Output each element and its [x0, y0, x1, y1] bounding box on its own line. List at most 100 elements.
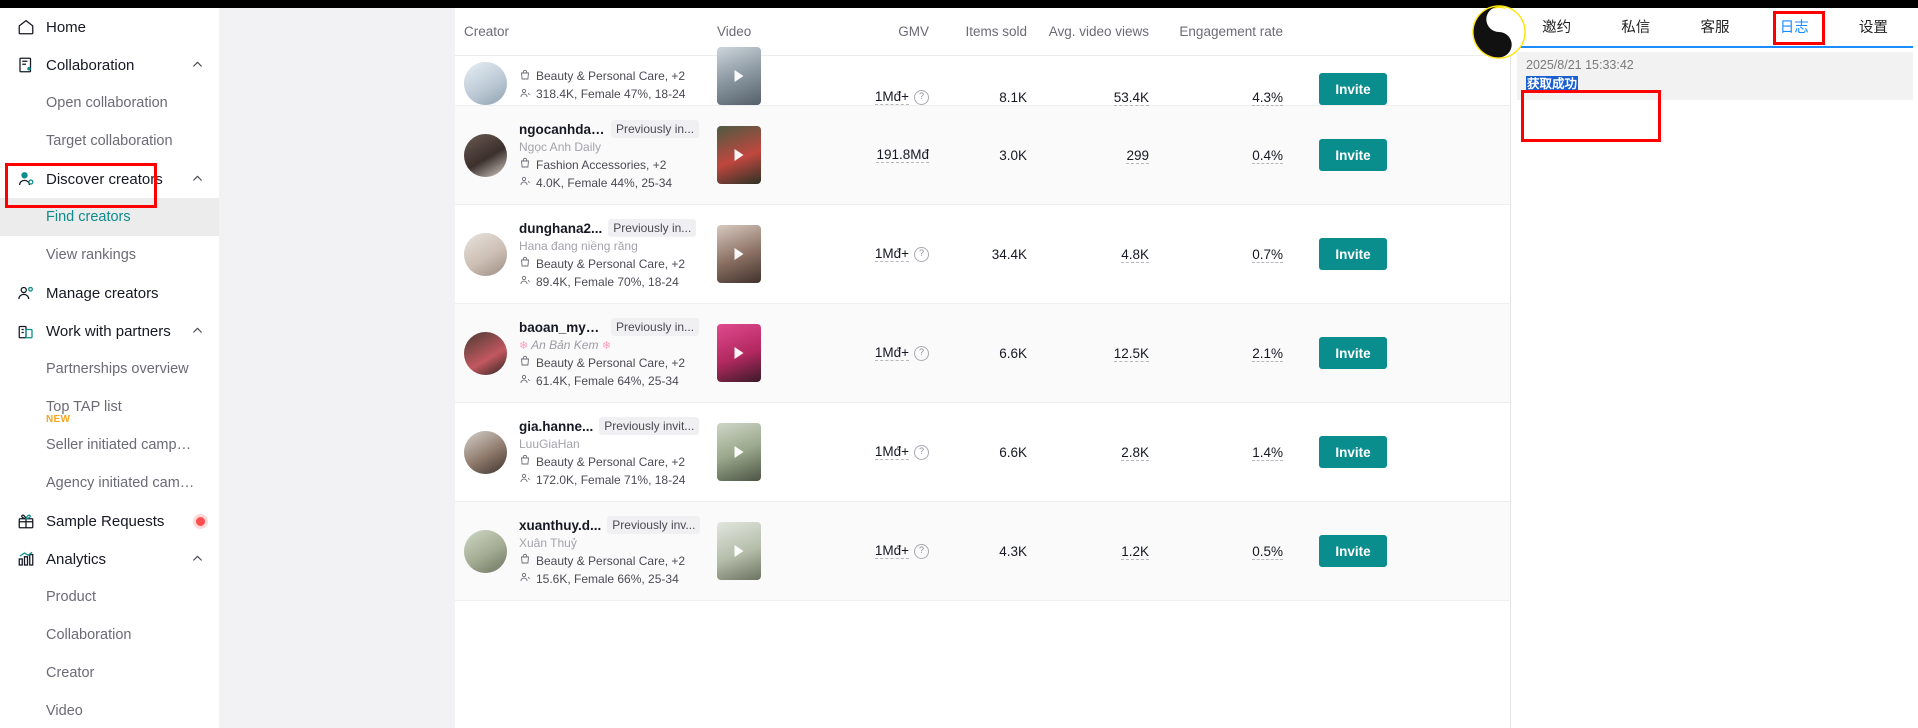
sidebar-subitem-view-rankings[interactable]: View rankings [0, 236, 219, 274]
sidebar-item-discover-creators[interactable]: Discover creators [0, 160, 219, 198]
people-icon [519, 274, 531, 289]
creator-name[interactable]: ngocanhdai... [519, 121, 605, 137]
video-cell[interactable] [717, 126, 821, 184]
invite-button[interactable]: Invite [1319, 139, 1387, 171]
column-header-engagement-rate[interactable]: Engagement rate [1179, 24, 1283, 39]
sidebar-subitem-seller-initiated-campaig[interactable]: Seller initiated campaig... [0, 426, 219, 464]
creator-cell: ngocanhdai... Previously in... Ngọc Anh Da… [455, 120, 717, 190]
creator-table: Creator Video GMV Items sold Avg. video … [455, 8, 1510, 728]
video-cell[interactable] [717, 423, 821, 481]
sidebar-subitem-creator[interactable]: Creator [0, 654, 219, 692]
sidebar-item-label: Manage creators [46, 284, 159, 302]
table-row[interactable]: ngocanhdai... Previously in... Ngọc Anh Da… [455, 106, 1510, 205]
video-thumbnail[interactable] [717, 423, 761, 481]
avatar[interactable] [464, 232, 507, 276]
sidebar-subitem-agency-initiated-campa[interactable]: Agency initiated campa... [0, 464, 219, 502]
video-cell[interactable] [717, 522, 821, 580]
avatar[interactable] [464, 430, 507, 474]
chevron-up-icon[interactable] [191, 324, 205, 338]
chevron-up-icon[interactable] [191, 172, 205, 186]
sidebar-subitem-video[interactable]: Video [0, 692, 219, 728]
chevron-up-icon[interactable] [191, 58, 205, 72]
sidebar-subitem-product[interactable]: Product [0, 578, 219, 616]
top-black-strip [0, 0, 1918, 8]
right-tab-4[interactable]: 设置 [1858, 20, 1888, 36]
sidebar-item-manage-creators[interactable]: Manage creators [0, 274, 219, 312]
creator-audience: 61.4K, Female 64%, 25-34 [519, 373, 717, 388]
invite-button[interactable]: Invite [1319, 436, 1387, 468]
video-thumbnail[interactable] [717, 47, 761, 105]
creator-status-tag: Previously inv... [607, 516, 701, 534]
info-icon[interactable]: ? [914, 345, 929, 361]
chevron-up-icon[interactable] [191, 552, 205, 566]
discover-creators-icon [16, 169, 36, 189]
sidebar-item-collaboration[interactable]: Collaboration [0, 46, 219, 84]
sidebar-subitem-target-collaboration[interactable]: Target collaboration [0, 122, 219, 160]
action-cell: Invite [1283, 139, 1510, 171]
items-sold-cell: 6.6K [999, 345, 1027, 361]
sidebar-subitem-open-collaboration[interactable]: Open collaboration [0, 84, 219, 122]
right-tab-1[interactable]: 私信 [1621, 20, 1651, 36]
table-row[interactable]: dunghana2... Previously in... Hana đang ni… [455, 205, 1510, 304]
invite-button[interactable]: Invite [1319, 73, 1387, 105]
column-header-video[interactable]: Video [717, 24, 752, 39]
video-thumbnail[interactable] [717, 522, 761, 580]
column-header-items-sold[interactable]: Items sold [965, 24, 1027, 39]
sidebar-item-analytics[interactable]: Analytics [0, 540, 219, 578]
gmv-value: 1Mđ+ [874, 543, 909, 559]
creator-name[interactable]: xuanthuy.d... [519, 517, 602, 533]
gmv-cell: 1Mđ+? [821, 444, 937, 460]
info-icon[interactable]: ? [914, 543, 929, 559]
right-tab-0[interactable]: 邀约 [1542, 20, 1572, 36]
info-icon[interactable]: ? [914, 444, 929, 460]
sidebar-subitem-collaboration[interactable]: Collaboration [0, 616, 219, 654]
avatar[interactable] [464, 529, 507, 573]
column-header-creator[interactable]: Creator [464, 24, 510, 39]
sidebar-item-sample-requests[interactable]: Sample Requests [0, 502, 219, 540]
notification-dot [196, 516, 205, 526]
info-icon[interactable]: ? [914, 89, 929, 105]
creator-name[interactable]: baoan_myp... [519, 319, 605, 335]
video-thumbnail[interactable] [717, 324, 761, 382]
sidebar-item-work-with-partners[interactable]: Work with partners [0, 312, 219, 350]
invite-button[interactable]: Invite [1319, 337, 1387, 369]
column-header-gmv[interactable]: GMV [898, 24, 929, 39]
yin-yang-icon[interactable] [1472, 5, 1526, 59]
table-row[interactable]: xuanthuy.d... Previously inv... Xuân Thuỷ B… [455, 502, 1510, 601]
avatar[interactable] [464, 331, 507, 375]
video-thumbnail[interactable] [717, 126, 761, 184]
column-header-avg-video-views[interactable]: Avg. video views [1048, 24, 1149, 39]
gmv-cell: 191.8Mđ [821, 147, 937, 163]
table-row[interactable]: baoan_myp... Previously in... ❄ An Bản Kem… [455, 304, 1510, 403]
creator-handle: LuuGiaHan [519, 437, 580, 451]
table-row[interactable]: Beauty & Personal Care, +2 318.4K, Female… [455, 47, 1510, 106]
creator-handle: Xuân Thuỷ [519, 536, 577, 550]
items-sold-cell: 3.0K [999, 147, 1027, 163]
video-cell[interactable] [717, 225, 821, 283]
sidebar-subitem-find-creators[interactable]: Find creators [0, 198, 219, 236]
right-tab-3[interactable]: 日志 [1779, 20, 1809, 36]
creator-name[interactable]: dunghana2... [519, 220, 603, 236]
engagement-rate-cell: 1.4% [1252, 444, 1283, 461]
analytics-icon [16, 549, 36, 569]
creator-name[interactable]: gia.hanne... [519, 418, 594, 434]
sidebar-subitem-top-tap-list[interactable]: Top TAP list NEW [0, 388, 219, 426]
right-tab-2[interactable]: 客服 [1700, 20, 1730, 36]
invite-button[interactable]: Invite [1319, 238, 1387, 270]
gmv-cell: 1Mđ+? [821, 345, 937, 361]
sidebar-subitem-partnerships-overview[interactable]: Partnerships overview [0, 350, 219, 388]
video-cell[interactable] [717, 47, 821, 105]
creator-status-tag: Previously in... [608, 219, 697, 237]
table-row[interactable]: gia.hanne... Previously invit... LuuGiaHan… [455, 403, 1510, 502]
engagement-rate-cell: 4.3% [1252, 90, 1283, 106]
avatar[interactable] [464, 133, 507, 177]
sidebar-subitem-label: Seller initiated campaig... [46, 437, 198, 453]
sidebar-item-home[interactable]: Home [0, 8, 219, 46]
invite-button[interactable]: Invite [1319, 535, 1387, 567]
video-thumbnail[interactable] [717, 225, 761, 283]
video-cell[interactable] [717, 324, 821, 382]
log-message[interactable]: 获取成功 [1526, 76, 1579, 92]
sidebar-subitem-label: Product [46, 589, 96, 605]
info-icon[interactable]: ? [914, 246, 929, 262]
avatar[interactable] [464, 62, 507, 105]
